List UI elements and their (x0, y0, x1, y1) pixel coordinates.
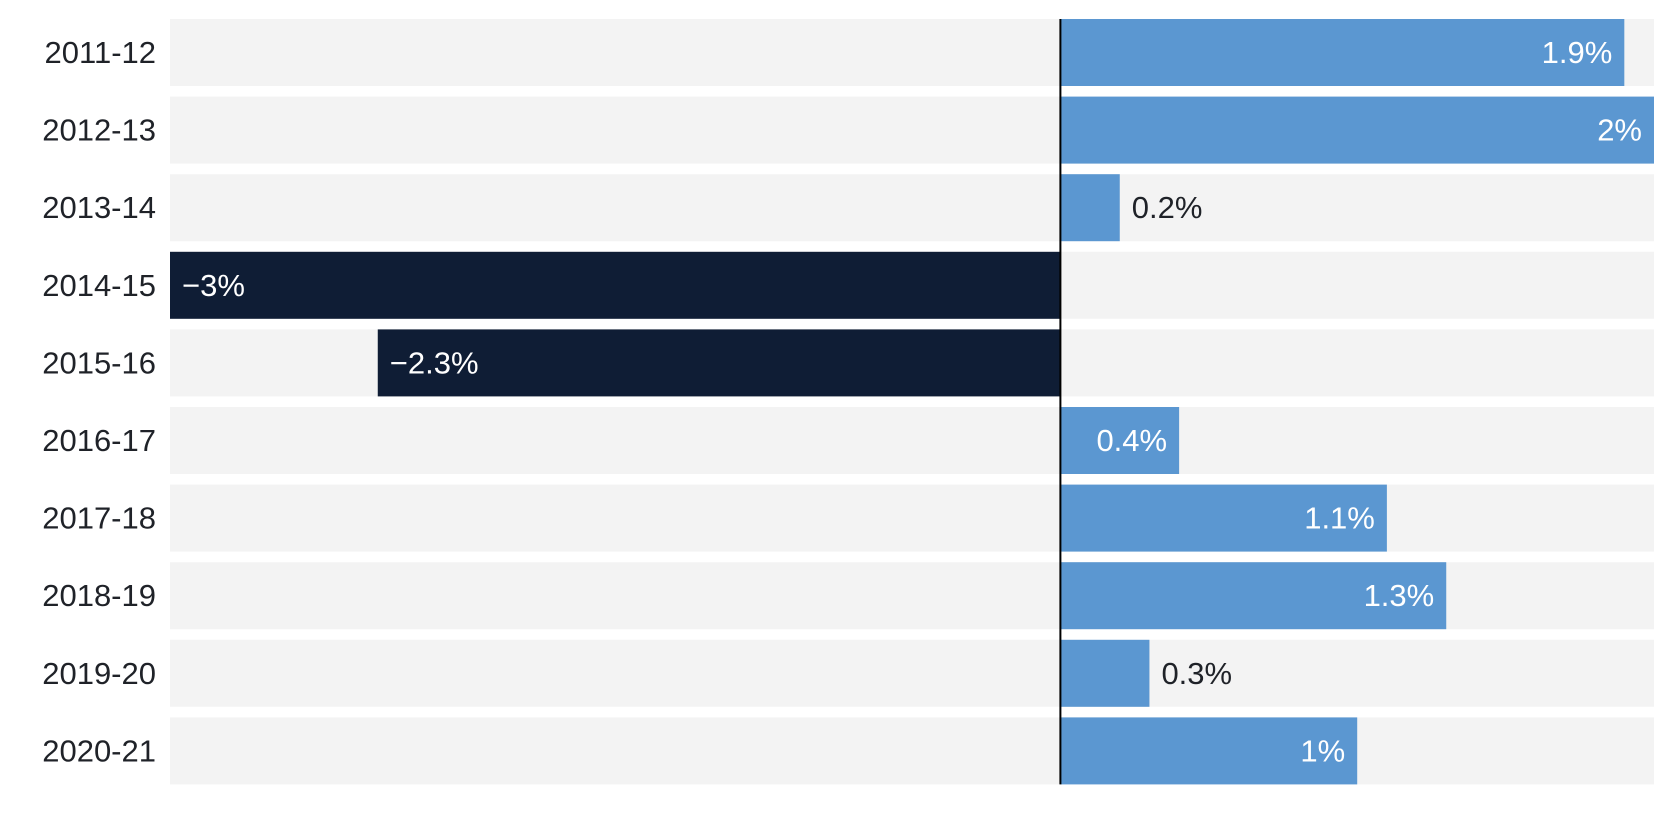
data-label: 2% (1597, 113, 1642, 148)
data-label: −3% (182, 268, 245, 303)
bar (1060, 19, 1625, 86)
data-label: 1% (1300, 733, 1345, 768)
bar-track (170, 174, 1654, 242)
data-label: 0.3% (1161, 656, 1232, 691)
category-label: 2014-15 (42, 268, 156, 303)
data-label: 0.4% (1096, 423, 1167, 458)
bar (1060, 639, 1150, 707)
data-label: 1.3% (1364, 578, 1435, 613)
bar (1060, 717, 1358, 785)
category-label: 2011-12 (45, 35, 156, 70)
bar (170, 251, 1061, 319)
category-label: 2015-16 (42, 345, 156, 380)
data-label: 0.2% (1132, 190, 1203, 225)
bar (1060, 562, 1447, 630)
category-label: 2017-18 (42, 501, 156, 536)
data-label: −2.3% (390, 345, 479, 380)
category-label: 2013-14 (42, 190, 156, 225)
data-label: 1.1% (1304, 501, 1375, 536)
category-label: 2016-17 (42, 423, 156, 458)
category-label: 2018-19 (42, 578, 156, 613)
bar-track (170, 639, 1654, 707)
bar (1060, 96, 1654, 164)
bar-track (170, 717, 1654, 785)
data-label: 1.9% (1542, 35, 1613, 70)
bar-track (170, 484, 1654, 552)
category-label: 2019-20 (42, 656, 156, 691)
category-label: 2020-21 (42, 733, 156, 768)
bar (377, 329, 1061, 397)
bar (1060, 174, 1120, 242)
bar-track (170, 407, 1654, 474)
bar (1060, 407, 1180, 474)
bar (1060, 484, 1387, 552)
category-label: 2012-13 (42, 113, 156, 148)
